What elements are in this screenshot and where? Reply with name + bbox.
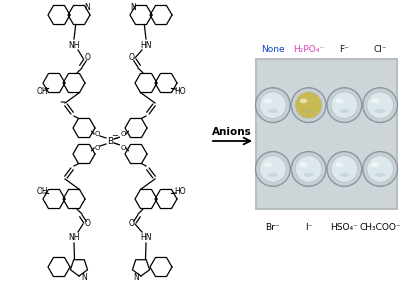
Circle shape (296, 156, 322, 182)
Text: O: O (120, 145, 126, 151)
Ellipse shape (336, 98, 343, 103)
Text: O: O (85, 220, 91, 228)
Ellipse shape (268, 173, 278, 177)
Text: HO: HO (174, 186, 186, 196)
Text: N: N (81, 273, 87, 282)
Text: Anions: Anions (212, 127, 252, 137)
Circle shape (292, 88, 326, 122)
Circle shape (255, 87, 291, 123)
Circle shape (331, 92, 358, 118)
Circle shape (256, 88, 290, 122)
Text: =: = (59, 99, 65, 105)
Text: F⁻: F⁻ (339, 46, 349, 55)
Text: None: None (261, 46, 285, 55)
Text: N: N (84, 3, 90, 12)
Ellipse shape (339, 109, 350, 113)
Text: H₂PO₄⁻: H₂PO₄⁻ (293, 46, 324, 55)
Circle shape (367, 156, 393, 182)
Text: O: O (94, 145, 100, 151)
Text: −: − (111, 132, 119, 140)
Circle shape (326, 151, 363, 187)
Ellipse shape (300, 162, 307, 167)
FancyBboxPatch shape (257, 60, 396, 208)
Circle shape (291, 151, 327, 187)
Circle shape (327, 152, 361, 186)
Text: I⁻: I⁻ (305, 224, 312, 233)
Circle shape (255, 151, 291, 187)
Circle shape (292, 152, 326, 186)
Circle shape (256, 152, 290, 186)
Text: CH₃COO⁻: CH₃COO⁻ (359, 224, 401, 233)
Text: NH: NH (68, 233, 80, 241)
Text: B: B (107, 136, 113, 145)
Text: OH: OH (36, 186, 48, 196)
Circle shape (259, 92, 286, 118)
Circle shape (291, 87, 327, 123)
Ellipse shape (375, 173, 385, 177)
Circle shape (362, 151, 398, 187)
Ellipse shape (268, 109, 278, 113)
Circle shape (367, 92, 393, 118)
Ellipse shape (371, 162, 379, 167)
Circle shape (259, 156, 286, 182)
Text: NH: NH (68, 40, 80, 50)
Circle shape (331, 156, 358, 182)
Text: HO: HO (174, 87, 186, 95)
Circle shape (363, 88, 397, 122)
Ellipse shape (304, 109, 314, 113)
Circle shape (326, 87, 363, 123)
Ellipse shape (304, 173, 314, 177)
Text: O: O (120, 131, 126, 137)
Text: HN: HN (140, 40, 152, 50)
Text: N: N (133, 273, 139, 282)
Circle shape (362, 87, 398, 123)
Ellipse shape (264, 98, 271, 103)
Text: N: N (130, 3, 136, 12)
Circle shape (363, 152, 397, 186)
Text: O: O (85, 53, 91, 63)
Ellipse shape (339, 173, 350, 177)
Ellipse shape (371, 98, 379, 103)
Text: Br⁻: Br⁻ (265, 224, 280, 233)
Circle shape (327, 88, 361, 122)
Text: HSO₄⁻: HSO₄⁻ (330, 224, 358, 233)
Text: O: O (129, 220, 135, 228)
Ellipse shape (375, 109, 385, 113)
Text: HN: HN (140, 233, 152, 241)
Ellipse shape (336, 162, 343, 167)
Text: O: O (94, 131, 100, 137)
Text: Cl⁻: Cl⁻ (373, 46, 387, 55)
Ellipse shape (300, 98, 307, 103)
Ellipse shape (264, 162, 271, 167)
FancyBboxPatch shape (255, 58, 398, 210)
Text: O: O (129, 53, 135, 63)
Circle shape (296, 92, 322, 118)
Text: OH: OH (36, 87, 48, 95)
